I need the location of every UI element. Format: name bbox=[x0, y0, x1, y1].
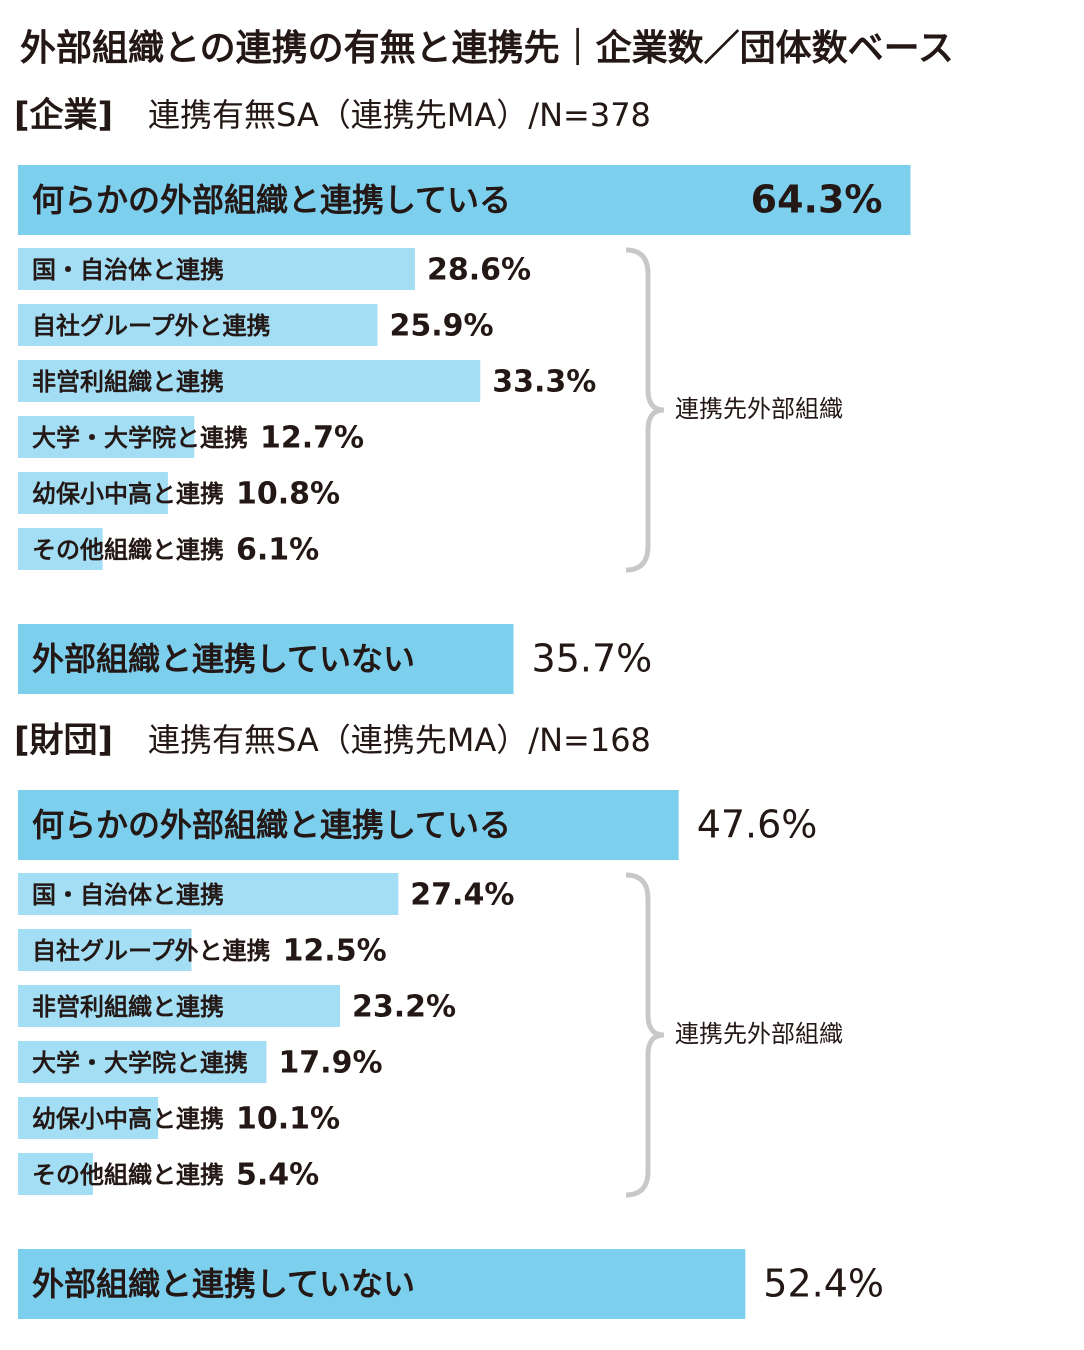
chart-title: 外部組織との連携の有無と連携先｜企業数／団体数ベース bbox=[20, 27, 954, 69]
value-label: 10.1% bbox=[236, 1102, 340, 1137]
bracket bbox=[625, 247, 665, 573]
category-label: 国・自治体と連携 bbox=[32, 881, 224, 909]
bar bbox=[18, 873, 399, 915]
subtitle: 連携有無SA（連携先MA）/N=168 bbox=[148, 721, 651, 759]
bar bbox=[18, 790, 679, 860]
category-label: 国・自治体と連携 bbox=[32, 256, 224, 284]
value-label: 5.4% bbox=[236, 1158, 319, 1193]
value-label: 12.7% bbox=[260, 421, 364, 456]
category-label: 外部組織と連携していない bbox=[32, 640, 415, 678]
subtitle: 連携有無SA（連携先MA）/N=378 bbox=[148, 96, 651, 134]
value-label: 64.3% bbox=[751, 178, 883, 222]
bar bbox=[18, 360, 481, 402]
bracket-label: 連携先外部組織 bbox=[675, 395, 843, 423]
bar bbox=[18, 248, 415, 290]
value-label: 47.6% bbox=[697, 803, 818, 847]
value-label: 12.5% bbox=[283, 934, 387, 969]
group-label: [財団] bbox=[14, 721, 113, 761]
category-label: その他組織と連携 bbox=[32, 1161, 224, 1189]
value-label: 27.4% bbox=[410, 878, 514, 913]
value-label: 28.6% bbox=[427, 253, 531, 288]
value-label: 23.2% bbox=[352, 990, 456, 1025]
category-label: 自社グループ外と連携 bbox=[32, 937, 271, 965]
category-label: 非営利組織と連携 bbox=[32, 993, 224, 1021]
bar bbox=[18, 528, 103, 570]
bar bbox=[18, 416, 195, 458]
category-label: 何らかの外部組織と連携している bbox=[32, 806, 511, 844]
category-label: 外部組織と連携していない bbox=[32, 1265, 415, 1303]
value-label: 6.1% bbox=[236, 533, 319, 568]
bar bbox=[18, 929, 192, 971]
value-label: 10.8% bbox=[236, 477, 340, 512]
group-label: [企業] bbox=[14, 96, 113, 136]
value-label: 17.9% bbox=[278, 1046, 382, 1081]
category-label: 非営利組織と連携 bbox=[32, 368, 224, 396]
bar bbox=[18, 1097, 159, 1139]
bar bbox=[18, 165, 911, 235]
value-label: 52.4% bbox=[763, 1262, 884, 1306]
value-label: 35.7% bbox=[532, 637, 653, 681]
value-label: 33.3% bbox=[492, 365, 596, 400]
value-label: 25.9% bbox=[389, 309, 493, 344]
bar bbox=[18, 985, 341, 1027]
category-label: 幼保小中高と連携 bbox=[32, 480, 224, 508]
category-label: 何らかの外部組織と連携している bbox=[32, 181, 511, 219]
category-label: 大学・大学院と連携 bbox=[32, 424, 248, 452]
bar bbox=[18, 1153, 93, 1195]
bracket bbox=[625, 872, 665, 1198]
bar bbox=[18, 624, 514, 694]
bracket-label: 連携先外部組織 bbox=[675, 1020, 843, 1048]
category-label: 自社グループ外と連携 bbox=[32, 312, 271, 340]
category-label: 幼保小中高と連携 bbox=[32, 1105, 224, 1133]
bar bbox=[18, 472, 168, 514]
category-label: 大学・大学院と連携 bbox=[32, 1049, 248, 1077]
bar bbox=[18, 1041, 267, 1083]
category-label: その他組織と連携 bbox=[32, 536, 224, 564]
bar bbox=[18, 1249, 746, 1319]
bar bbox=[18, 304, 378, 346]
